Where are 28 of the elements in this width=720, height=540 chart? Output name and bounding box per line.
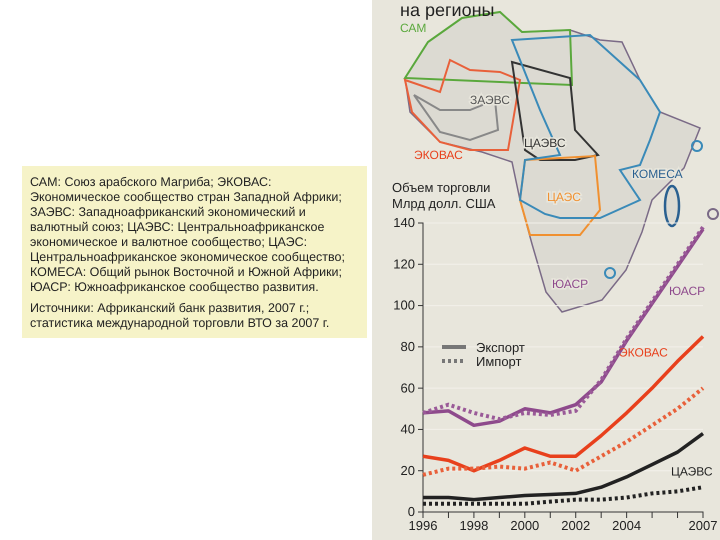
x-tick-label: 2002 <box>561 518 590 534</box>
text: Источники: Африканский банк развития, 2007 г.; статистика международной торговли ВТО за 2007 г. <box>30 301 330 330</box>
chart-title: на регионы <box>400 0 494 20</box>
y-tick-label: 80 <box>400 339 415 354</box>
y-tick-label: 140 <box>393 215 415 230</box>
x-tick-label: 2004 <box>612 518 642 534</box>
y-tick-label: 60 <box>400 380 415 396</box>
y-tick-label: 100 <box>393 298 415 313</box>
y-tick-label: 120 <box>393 256 415 272</box>
text: ЗАЭВС <box>470 93 510 107</box>
series-label: ЭКОВАС <box>619 346 668 360</box>
x-tick-label: 1996 <box>408 518 438 534</box>
text: САМ <box>400 21 426 35</box>
text: САМ: Союз арабского Магриба; ЭКОВАС: Экономическое сообщество стран Западной Африки; ЗАЭВС: Западноафриканский экономический и валютный союз; ЦАЭВС: Центральноафриканское экономическое и валютное сообщество; ЦАЭС: Центральноафриканское экономическое сообщество; КОМЕСА: Общий рынок Восточной и Южной Африки; ЮАСР: Южноафриканское сообщество развития. <box>30 175 345 294</box>
x-tick-label: 1998 <box>459 518 488 534</box>
y-axis-title: Объем торговли Млрд долл. США <box>392 180 496 211</box>
series-label: ЮАСР <box>669 284 706 298</box>
y-tick-label: 40 <box>400 422 415 437</box>
series-label: ЦАЭВС <box>671 464 713 479</box>
y-tick-label: 0 <box>408 504 415 520</box>
annotation: Экспорт <box>476 340 525 355</box>
annotation: ЮАСР <box>552 277 588 291</box>
annotation: Импорт <box>476 354 522 369</box>
y-tick-label: 20 <box>400 462 415 478</box>
text: ЦАЭС <box>547 190 582 204</box>
x-tick-label: 2000 <box>510 518 540 534</box>
text: ЭКОВАС <box>414 148 464 162</box>
x-tick-label: 2007 <box>688 518 718 534</box>
